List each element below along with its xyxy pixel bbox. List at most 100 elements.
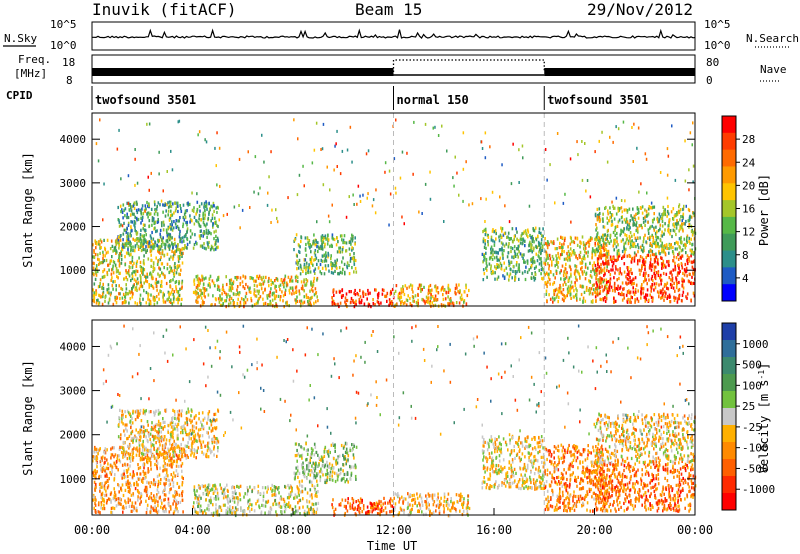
- range-gate-cell: [677, 257, 680, 261]
- range-gate-cell: [302, 301, 304, 305]
- range-gate-cell: [165, 281, 168, 286]
- range-gate-cell: [172, 511, 175, 516]
- range-gate-cell: [309, 246, 311, 250]
- range-gate-cell: [171, 442, 174, 447]
- range-gate-cell: [678, 251, 681, 255]
- range-gate-cell: [125, 501, 127, 505]
- range-gate-cell: [172, 484, 175, 488]
- range-gate-cell: [186, 209, 188, 213]
- range-gate-cell: [560, 269, 562, 273]
- range-gate-cell: [437, 291, 440, 295]
- range-gate-cell: [183, 212, 186, 216]
- range-gate-cell: [692, 291, 695, 295]
- range-gate-cell: [658, 245, 660, 249]
- range-gate-cell: [614, 238, 616, 242]
- range-gate-cell: [188, 435, 190, 439]
- range-gate-cell: [298, 292, 301, 296]
- range-gate-cell: [502, 274, 504, 278]
- range-gate-cell: [208, 277, 211, 281]
- range-gate-cell: [434, 285, 436, 289]
- range-gate-cell: [157, 292, 160, 296]
- range-gate-cell: [384, 170, 386, 174]
- range-gate-cell: [365, 292, 367, 296]
- range-gate-cell: [303, 278, 305, 282]
- range-gate-cell: [276, 216, 278, 220]
- range-gate-cell: [196, 290, 198, 295]
- range-gate-cell: [181, 261, 184, 265]
- range-gate-cell: [611, 264, 614, 268]
- range-gate-cell: [302, 287, 304, 291]
- range-gate-cell: [138, 491, 140, 495]
- range-gate-cell: [667, 212, 670, 216]
- range-gate-cell: [205, 204, 208, 208]
- range-gate-cell: [121, 445, 123, 449]
- power-field: [92, 113, 697, 309]
- range-gate-cell: [329, 188, 331, 192]
- range-gate-cell: [602, 280, 605, 284]
- range-gate-cell: [196, 274, 199, 278]
- range-gate-cell: [544, 148, 547, 151]
- range-gate-cell: [101, 302, 104, 306]
- range-gate-cell: [210, 303, 212, 307]
- range-gate-cell: [325, 251, 327, 255]
- range-gate-cell: [102, 498, 105, 502]
- range-gate-cell: [140, 278, 142, 282]
- range-gate-cell: [624, 199, 626, 203]
- range-gate-cell: [168, 463, 171, 467]
- range-gate-cell: [94, 270, 97, 274]
- range-gate-cell: [140, 284, 143, 288]
- range-gate-cell: [671, 279, 674, 283]
- range-gate-cell: [123, 277, 126, 281]
- range-gate-cell: [180, 447, 183, 451]
- range-gate-cell: [390, 302, 393, 306]
- range-gate-cell: [454, 290, 456, 294]
- range-gate-cell: [596, 226, 598, 230]
- range-gate-cell: [284, 288, 287, 292]
- range-gate-cell: [660, 234, 663, 238]
- range-gate-cell: [181, 491, 183, 495]
- range-gate-cell: [688, 188, 690, 192]
- range-gate-cell: [174, 222, 177, 226]
- range-gate-cell: [156, 493, 158, 497]
- range-gate-cell: [596, 231, 599, 235]
- range-gate-cell: [613, 258, 616, 262]
- range-gate-cell: [527, 235, 529, 239]
- range-gate-cell: [484, 242, 486, 246]
- range-gate-cell: [184, 209, 187, 213]
- range-gate-cell: [165, 239, 168, 243]
- range-gate-cell: [681, 240, 683, 244]
- range-gate-cell: [657, 236, 660, 240]
- range-gate-cell: [152, 276, 154, 281]
- range-gate-cell: [256, 284, 258, 288]
- range-gate-cell: [142, 470, 145, 474]
- range-gate-cell: [266, 294, 269, 298]
- range-gate-cell: [593, 272, 596, 276]
- range-gate-cell: [640, 284, 643, 289]
- range-gate-cell: [154, 434, 157, 439]
- range-gate-cell: [621, 210, 623, 214]
- range-gate-cell: [217, 238, 219, 242]
- range-gate-cell: [97, 448, 100, 452]
- range-gate-cell: [420, 289, 422, 293]
- range-gate-cell: [150, 171, 152, 175]
- range-gate-cell: [264, 287, 266, 291]
- range-gate-cell: [563, 250, 565, 254]
- range-gate-cell: [125, 283, 127, 287]
- range-gate-cell: [151, 245, 154, 249]
- range-gate-cell: [480, 140, 483, 144]
- range-gate-cell: [562, 274, 565, 278]
- range-gate-cell: [649, 241, 652, 246]
- range-gate-cell: [640, 296, 642, 300]
- range-gate-cell: [618, 207, 621, 211]
- range-gate-cell: [620, 216, 623, 220]
- range-gate-cell: [362, 193, 364, 197]
- range-gate-cell: [201, 274, 203, 278]
- range-gate-cell: [496, 255, 498, 259]
- range-gate-cell: [616, 254, 619, 258]
- range-gate-cell: [129, 420, 131, 424]
- range-gate-cell: [153, 435, 155, 439]
- range-gate-cell: [172, 481, 175, 485]
- range-gate-cell: [162, 426, 164, 430]
- range-gate-cell: [429, 170, 431, 174]
- range-gate-cell: [175, 280, 178, 284]
